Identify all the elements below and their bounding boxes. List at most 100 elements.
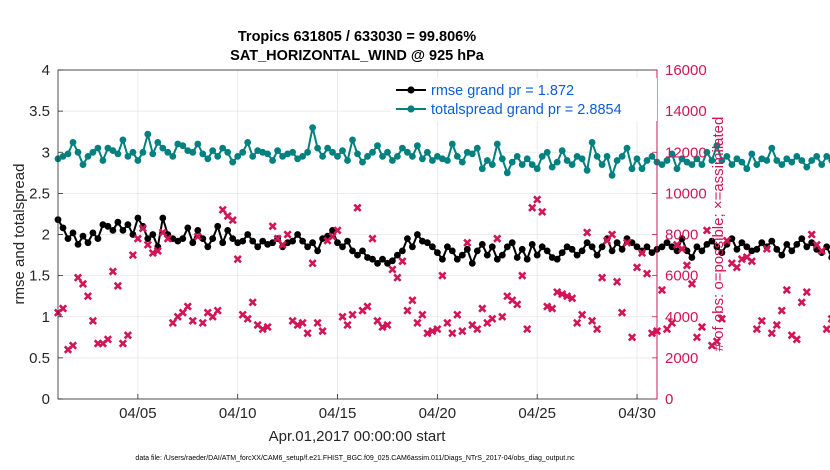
data-file-footnote: data file: /Users/raeder/DAI/ATM_forcXX/… [135,455,575,462]
data-point [568,245,576,253]
data-point [249,153,257,160]
data-point [159,214,167,222]
obs-marker [403,306,412,315]
data-point [134,214,142,222]
obs-marker [822,324,830,334]
data-point [568,161,576,169]
data-point [733,245,741,253]
data-point [638,165,646,173]
data-point [538,153,546,160]
obs-marker [208,312,217,321]
data-point [74,148,82,156]
data-point [304,243,311,251]
data-point [119,227,127,234]
data-point [299,153,306,160]
obs-marker [408,296,417,305]
right-tick-label: 2000 [665,350,698,367]
data-point [543,247,551,255]
y-axis-label: rmse and totalspread [11,164,28,305]
data-point [718,157,726,164]
data-point [134,157,142,164]
data-point [79,232,87,240]
data-point [493,140,501,148]
data-point [439,255,446,263]
data-point [84,153,92,160]
x-tick-label: 04/05 [119,405,157,422]
obs-marker [68,341,78,350]
data-point [643,243,651,251]
data-point [678,235,686,243]
data-point [294,231,301,238]
obs-marker [682,261,692,270]
obs-marker [587,316,597,325]
legend-spread-label: totalspread grand pr = 2.8854 [431,102,622,118]
obs-marker [667,318,677,328]
obs-marker [418,310,427,319]
obs-marker [563,292,572,301]
data-point [593,251,601,259]
data-point [344,157,351,164]
right-tick-label: 4000 [665,309,698,326]
x-tick-label: 04/15 [319,405,357,422]
data-point [798,235,806,243]
obs-marker [642,269,652,278]
data-point [663,239,671,247]
data-point [498,251,506,259]
data-point [309,239,316,247]
data-point [354,251,361,259]
data-point [503,243,511,251]
data-point [229,235,237,243]
obs-marker [737,255,746,264]
data-point [189,148,197,156]
obs-marker [218,205,227,214]
data-point [783,241,791,248]
data-point [444,157,451,164]
obs-marker [722,236,732,245]
data-point [548,163,556,171]
data-point [573,251,581,259]
obs-marker [632,263,642,272]
data-point [643,157,651,164]
data-point [658,243,666,251]
data-point [79,161,87,169]
data-point [538,243,546,251]
data-point [404,148,411,156]
data-point [399,144,406,152]
obs-marker [278,240,287,249]
data-point [563,157,571,164]
data-point [608,247,616,255]
data-point [229,158,237,166]
data-point [453,153,461,160]
data-point [753,161,761,169]
data-point [394,251,401,259]
data-point [708,157,716,164]
obs-marker [183,302,192,311]
left-tick-label: 2.5 [29,185,50,202]
data-point [204,243,212,251]
data-point [523,255,531,263]
left-tick-label: 4 [42,62,50,79]
data-point [698,247,706,255]
data-point [823,153,830,160]
obs-marker [433,324,442,334]
obs-marker [103,335,113,344]
data-point [344,237,351,245]
obs-marker [298,318,307,328]
data-point [588,243,596,251]
data-point [94,235,102,243]
data-point [189,239,197,247]
obs-marker [248,298,257,307]
data-point [738,158,746,166]
data-point [149,150,157,158]
obs-marker [568,294,577,303]
obs-marker [533,195,542,204]
data-point [159,144,167,152]
obs-marker [582,228,592,237]
left-tick-label: 2 [42,227,50,244]
data-point [169,153,177,160]
data-point [314,144,321,152]
data-point [299,237,306,245]
data-point [503,169,511,177]
data-point [349,247,356,255]
